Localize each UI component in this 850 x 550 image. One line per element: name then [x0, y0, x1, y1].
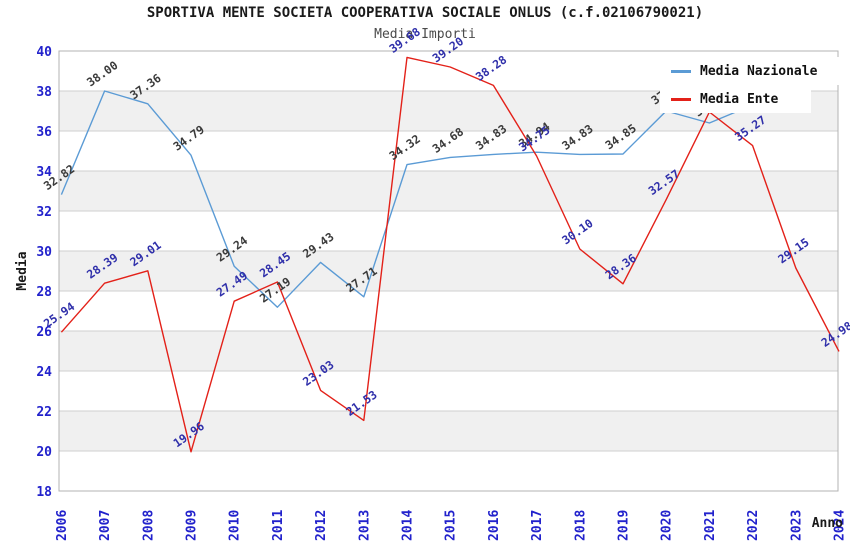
- x-tick-label: 2012: [314, 510, 329, 541]
- legend-label-ente: Media Ente: [700, 91, 779, 107]
- data-label: 38.28: [473, 52, 509, 83]
- line-media-nazionale: [60, 90, 753, 308]
- x-tick-label: 2022: [746, 510, 761, 541]
- y-tick-label: 40: [36, 45, 52, 60]
- x-tick-label: 2010: [228, 510, 243, 541]
- x-tick-label: 2006: [55, 510, 70, 541]
- y-tick-label: 30: [36, 245, 52, 260]
- x-tick-label: 2008: [141, 510, 156, 541]
- plot-bands: [59, 91, 838, 451]
- x-tick-label: 2007: [98, 510, 113, 541]
- y-axis-title: Media: [15, 251, 30, 290]
- plot-band: [59, 171, 838, 211]
- x-tick-label: 2009: [185, 510, 200, 541]
- x-axis-title: Anno: [812, 516, 843, 531]
- x-tick-label: 2011: [271, 510, 286, 541]
- chart-title: SPORTIVA MENTE SOCIETA COOPERATIVA SOCIA…: [146, 5, 704, 21]
- x-tick-label: 2013: [357, 510, 372, 541]
- data-label: 38.00: [84, 58, 120, 89]
- x-tick-label: 2014: [401, 510, 416, 541]
- legend-label-nazionale: Media Nazionale: [700, 63, 818, 79]
- y-tick-label: 22: [36, 405, 52, 420]
- x-tick-label: 2019: [617, 510, 632, 541]
- y-tick-label: 36: [36, 125, 52, 140]
- legend-line-sample-ente: [671, 97, 691, 101]
- legend: Media Nazionale Media Ente: [660, 57, 843, 113]
- y-tick-label: 26: [36, 325, 52, 340]
- y-tick-label: 28: [36, 285, 52, 300]
- chart-subtitle: Media Importi: [374, 27, 476, 42]
- legend-line-sample-nazionale: [671, 69, 691, 73]
- data-label: 39.20: [430, 34, 466, 65]
- y-tick-label: 24: [36, 365, 52, 380]
- x-tick-label: 2024: [833, 510, 848, 541]
- data-label: 34.32: [387, 132, 423, 163]
- gridlines: [59, 90, 838, 452]
- x-tick-label: 2023: [789, 510, 804, 541]
- y-tick-label: 20: [36, 445, 52, 460]
- plot-band: [59, 331, 838, 371]
- y-tick-label: 18: [36, 485, 52, 500]
- y-tick-label: 38: [36, 85, 52, 100]
- y-tick-label: 34: [36, 165, 52, 180]
- x-tick-label: 2016: [487, 510, 502, 541]
- plot-band: [59, 251, 838, 291]
- y-tick-label: 32: [36, 205, 52, 220]
- x-tick-label: 2015: [444, 510, 459, 541]
- x-axis-ticks: 2006 2007 2008 2009 2010 2011 2012 2013 2014 2015…: [55, 510, 848, 541]
- legend-item-media-nazionale: Media Nazionale: [660, 57, 843, 85]
- x-tick-label: 2017: [530, 510, 545, 541]
- plot-border: [58, 50, 839, 492]
- y-axis-ticks: 18 20 22 24 26 28 30 32 34 36 38 40: [36, 45, 52, 500]
- x-tick-label: 2021: [703, 510, 718, 541]
- legend-item-media-ente: Media Ente: [660, 85, 811, 113]
- x-tick-label: 2020: [660, 510, 675, 541]
- x-tick-label: 2018: [573, 510, 588, 541]
